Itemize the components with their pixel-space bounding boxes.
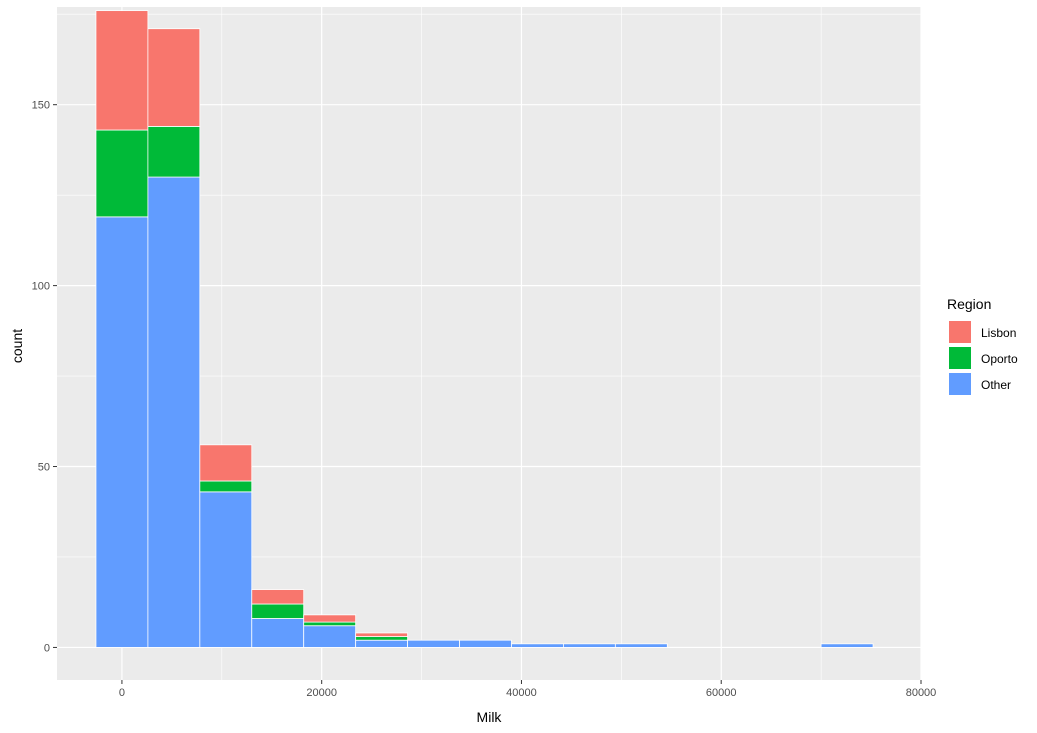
legend-label-lisbon: Lisbon [981,326,1016,340]
minor-gridlines [57,7,921,680]
bar-other [511,643,564,648]
bar-lisbon [303,614,357,623]
x-tick-label: 80000 [906,687,937,699]
legend-title: Region [947,296,991,312]
bar-oporto [251,603,305,619]
legend-label-other: Other [981,378,1011,392]
bar-other [199,491,253,648]
x-tick-label: 60000 [706,687,737,699]
bar-lisbon [251,589,305,605]
x-tick-label: 0 [119,687,125,699]
bar-other [459,639,512,648]
y-tick-label: 100 [32,281,50,293]
x-axis-title: Milk [477,709,503,725]
legend-key-other [949,373,971,395]
legend: Region Lisbon Oporto Other [947,296,1018,395]
bar-lisbon [199,444,253,482]
bar-other [614,643,668,648]
bars-layer [95,10,874,648]
bar-other [303,625,357,648]
legend-key-oporto [949,347,971,369]
bar-other [820,643,874,648]
x-axis: 0 20000 40000 60000 80000 [119,680,936,699]
x-tick-label: 40000 [506,687,537,699]
legend-key-lisbon [949,321,971,343]
legend-label-oporto: Oporto [981,352,1018,366]
bar-other [563,643,616,648]
bar-other [251,618,305,648]
bar-oporto [147,126,201,178]
y-tick-label: 150 [32,100,50,112]
bar-other [355,639,408,648]
bar-other [147,176,201,648]
y-tick-label: 50 [38,462,50,474]
bar-lisbon [95,10,149,131]
bar-other [407,639,460,648]
y-tick-label: 0 [44,642,50,654]
bar-lisbon [355,632,408,637]
y-axis: 0 50 100 150 [32,100,57,654]
bar-oporto [355,636,408,641]
x-tick-label: 20000 [306,687,337,699]
bar-oporto [303,621,357,627]
bar-oporto [199,480,253,493]
bar-oporto [95,129,149,218]
y-axis-title: count [9,329,25,363]
bar-other [95,216,149,648]
bar-lisbon [147,28,201,127]
